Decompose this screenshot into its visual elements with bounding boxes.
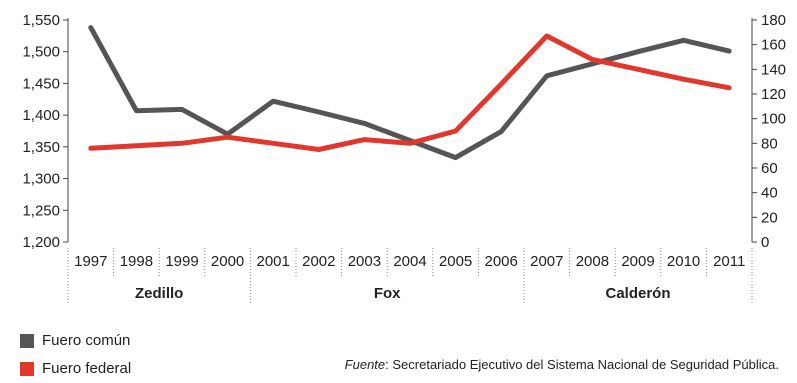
right-tick-label: 180 <box>761 12 786 29</box>
category-label: 2005 <box>439 253 472 270</box>
category-label: 2002 <box>302 253 335 270</box>
series-lines <box>88 25 732 161</box>
category-label: 2011 <box>713 253 745 270</box>
category-label: 1997 <box>74 253 107 270</box>
legend-label-fuero-comun: Fuero común <box>42 332 131 349</box>
period-label: Zedillo <box>135 285 183 302</box>
source-text: : Secretariado Ejecutivo del Sistema Nac… <box>385 357 779 372</box>
legend-item-fuero-comun: Fuero común <box>20 332 130 349</box>
source-prefix: Fuente <box>344 357 386 372</box>
category-label: 1998 <box>120 253 153 270</box>
category-labels: 1997 1998 1999 2000 2001 2002 2003 2004 2005 2006… <box>67 248 753 278</box>
right-tick-label: 0 <box>761 234 769 251</box>
source-note: Fuente: Secretariado Ejecutivo del Siste… <box>345 357 779 372</box>
category-label: 2001 <box>257 253 290 270</box>
period-label: Fox <box>374 285 401 302</box>
left-tick-label: 1,550 <box>22 12 60 29</box>
category-label: 2003 <box>348 253 381 270</box>
period-labels: Zedillo Fox Calderón <box>67 278 753 305</box>
right-tick-label: 100 <box>761 111 786 128</box>
legend-item-fuero-federal: Fuero federal <box>20 360 131 377</box>
category-label: 2008 <box>576 253 609 270</box>
left-tick-label: 1,350 <box>22 139 60 156</box>
series-line-fuero-com-n <box>88 25 732 161</box>
category-label: 2006 <box>485 253 518 270</box>
left-tick-label: 1,400 <box>22 107 60 124</box>
left-tick-label: 1,250 <box>22 202 60 219</box>
right-tick-label: 160 <box>761 37 786 54</box>
right-tick-label: 140 <box>761 61 786 78</box>
left-tick-label: 1,200 <box>22 234 60 251</box>
right-tick-label: 120 <box>761 86 786 103</box>
left-tick-label: 1,300 <box>22 171 60 188</box>
legend-swatch-fuero-comun <box>20 333 34 348</box>
category-label: 2007 <box>530 253 563 270</box>
category-label: 2004 <box>393 253 426 270</box>
period-label: Calderón <box>605 285 670 302</box>
category-label: 2000 <box>211 253 244 270</box>
right-tick-label: 80 <box>761 135 778 152</box>
right-tick-label: 20 <box>761 209 778 226</box>
category-label: 2009 <box>621 253 654 270</box>
series-line-fuero-federal <box>88 33 732 152</box>
legend-label-fuero-federal: Fuero federal <box>42 360 132 377</box>
left-tick-label: 1,500 <box>22 44 60 61</box>
legend-swatch-fuero-federal <box>20 361 34 376</box>
category-label: 2010 <box>667 253 700 270</box>
right-tick-label: 60 <box>761 160 778 177</box>
axes: 1,200 1,250 1,300 1,350 1,400 1,450 1,500 1,550… <box>22 12 786 251</box>
right-tick-label: 40 <box>761 185 778 202</box>
left-tick-label: 1,450 <box>22 75 60 92</box>
category-label: 1999 <box>165 253 198 270</box>
